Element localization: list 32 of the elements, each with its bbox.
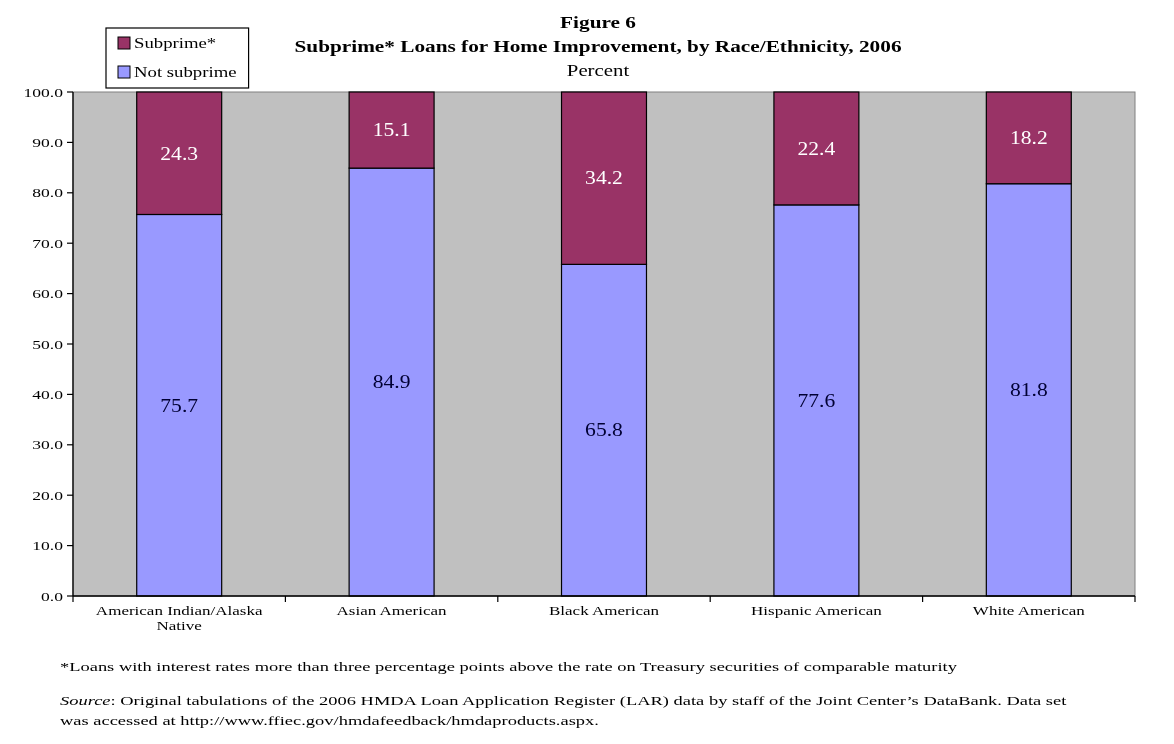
x-tick-label: Asian American <box>336 603 448 618</box>
y-tick-label: 60.0 <box>32 286 64 301</box>
data-label: 34.2 <box>585 168 623 189</box>
x-tick-label: Hispanic American <box>751 603 883 618</box>
text: *Loans with interest rates more than three percentage points above the rate on Treasury securities of comparable maturity <box>60 659 957 675</box>
y-tick-label: 0.0 <box>41 588 64 604</box>
y-tick-label: 40.0 <box>32 387 64 402</box>
data-label: 15.1 <box>372 120 411 140</box>
y-tick-label: 30.0 <box>32 437 64 452</box>
data-label: 65.8 <box>585 420 623 441</box>
data-label: 75.7 <box>160 395 199 416</box>
legend-label: Subprime* <box>134 35 217 52</box>
chart-title: Figure 6 Subprime* Loans for Home Improvement, by Race/Ethnicity, 2006 <box>294 13 902 56</box>
y-tick-label: 100.0 <box>23 84 64 100</box>
source-note: Source: Original tabulations of the 2006 HMDA Loan Application Register (LAR) data by staff of the Joint Center’s DataBank. Data set was accessed at http://www.ffiec.gov/hmdafeedback/hmdaproducts.aspx. <box>60 693 1067 729</box>
data-label: 77.6 <box>797 390 836 411</box>
legend-label: Not subprime <box>134 64 237 81</box>
y-tick-label: 10.0 <box>32 538 64 553</box>
data-label: 18.2 <box>1009 127 1048 148</box>
y-tick-label: 80.0 <box>32 185 64 200</box>
x-tick-label: American Indian/Alaska Native <box>95 603 263 633</box>
data-label: 81.8 <box>1009 379 1048 400</box>
y-tick-label: 90.0 <box>32 135 64 150</box>
y-tick-label: 50.0 <box>32 336 64 352</box>
x-tick-label: Black American <box>549 603 660 618</box>
y-tick-label: 70.0 <box>32 235 64 251</box>
y-tick-label: 20.0 <box>32 487 64 503</box>
chart-subtitle: Percent <box>566 61 631 80</box>
data-label: 22.4 <box>797 138 836 159</box>
data-label: 24.3 <box>160 143 199 164</box>
x-tick-label: White American <box>972 603 1086 618</box>
data-label: 84.9 <box>372 372 411 392</box>
